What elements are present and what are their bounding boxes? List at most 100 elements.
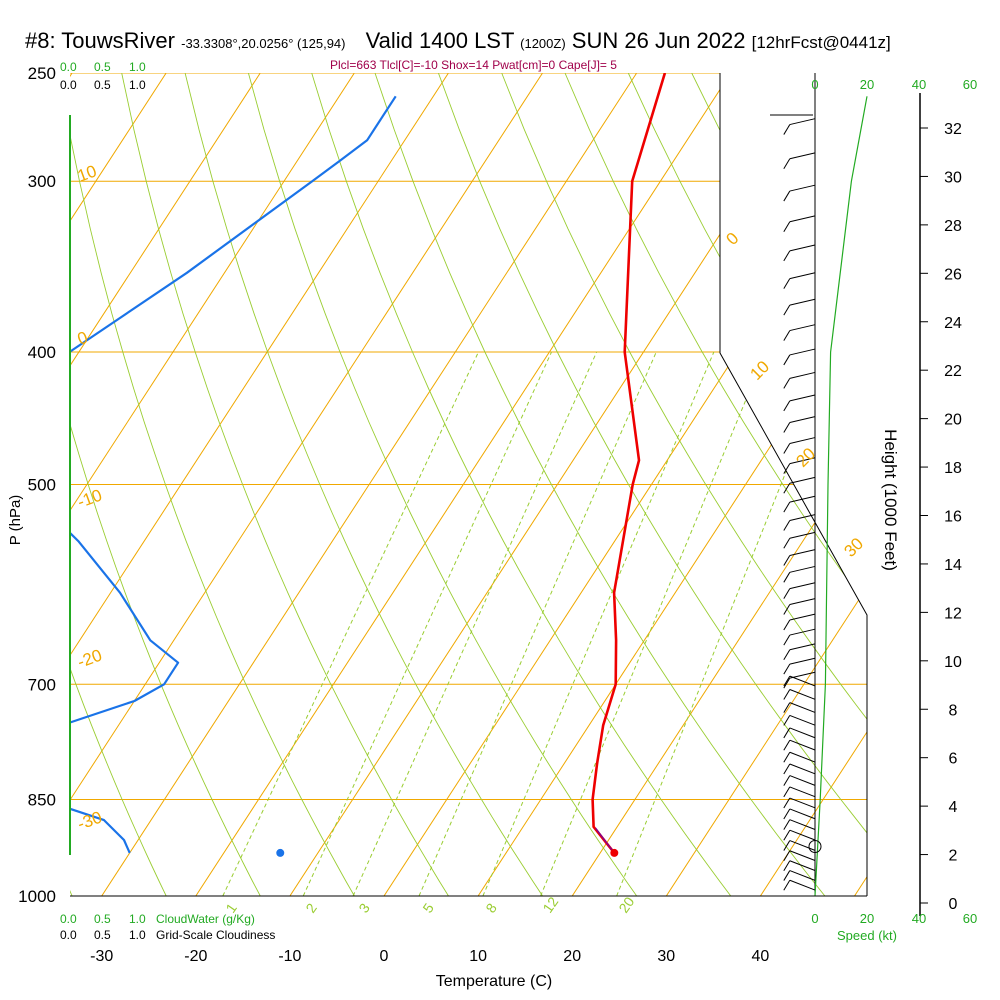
dry-adiabat [184,73,543,896]
wind-barb [783,495,816,513]
wind-barb-shaft [789,671,816,679]
wind-barb-flag [783,860,791,871]
wind-barb-shaft [789,860,816,871]
height-tick-label: 12 [944,605,962,622]
wind-barb-shaft [789,628,816,636]
isotherm-50 [854,875,867,896]
wind-barb-flag [783,763,791,775]
wind-barb [783,870,816,881]
isotherm-40 [759,731,867,896]
wind-barb-flag [783,463,791,474]
height-tick-label: 0 [949,896,958,913]
wind-barb [783,829,816,841]
mixing-ratio-label: 3 [355,900,373,916]
forecast-date: SUN 26 Jun 2022 [571,28,746,53]
speed-tick-bottom: 60 [963,911,977,926]
dry-adiabat [437,73,867,834]
wind-barb-shaft [789,416,816,424]
upper-right-mask [720,73,867,615]
isotherm-30 [665,586,867,896]
dry-adiabat [374,73,826,896]
x-axis-label: Temperature (C) [436,973,552,990]
mixing-ratio-label: 20 [615,894,637,916]
wind-barb [783,751,816,763]
pressure-tick-label: 250 [28,64,56,83]
wind-barb-flag [783,739,791,751]
height-tick-label: 2 [949,848,958,865]
wind-barb-flag [783,422,791,433]
wind-barb-flag [783,727,791,739]
wind-barb [783,598,816,615]
wind-barb-shaft [789,582,816,590]
wind-barb-flag [783,304,791,316]
cloud-scale-bottom: 1.0 [129,912,146,926]
wind-barb-shaft [789,394,816,402]
wind-barb-flag [783,829,791,841]
height-tick-label: 26 [944,266,962,283]
isotherm--30 [101,73,638,896]
wind-barb-shaft [789,437,816,444]
dry-adiabat [945,73,1000,896]
mixing-ratio-line-1 [222,351,479,896]
wind-barb [783,531,816,549]
wind-barb-flag [783,555,791,566]
wind-barb [783,727,816,739]
wind-barb-shaft [789,324,816,332]
wind-barb-shaft [789,565,816,573]
wind-barb-flag [783,158,791,170]
wind-barb [783,118,816,135]
calm-wind-circle [808,839,822,853]
speed-tick-top: 60 [963,77,977,92]
wind-barb-shaft [789,714,816,726]
wind-barb [783,689,816,700]
wind-barb [783,879,816,891]
cloud-scale-bottom: 0.5 [94,912,111,926]
height-tick-label: 24 [944,315,962,332]
wind-barb-flag [783,677,791,689]
chart-title: #8: TouwsRiver -33.3308°,20.0256° (125,9… [25,28,891,54]
isotherm-10 [477,296,867,896]
wind-barb-flag [783,702,791,713]
temperature-tick-label: -30 [90,948,113,965]
wind-barb-flag [783,850,791,861]
series-temperature [591,73,667,854]
wind-barb-flag [783,870,791,881]
temperature-tick-label: 0 [380,948,389,965]
cloudiness-label: Grid-Scale Cloudiness [156,928,275,942]
wind-barb-flag [783,775,791,786]
wind-barb [783,565,816,583]
wind-barb-flag [783,663,791,675]
wind-barb-shaft [789,215,816,223]
wind-barb-flag [783,840,791,851]
wind-barb-shaft [789,751,816,763]
mixing-ratio-label: 12 [539,894,561,916]
speed-tick-bottom: 40 [912,911,926,926]
wind-barb-shaft [789,298,816,306]
wind-barb-flag [783,634,791,646]
pressure-tick-label: 1000 [18,887,56,906]
height-tick-label: 18 [944,460,962,477]
wind-barb-flag [783,604,791,615]
cloudiness-scale-top: 0.0 [60,78,77,92]
wind-barb-flag [783,619,791,631]
wind-barb [783,476,816,494]
wind-barb-shaft [789,870,816,881]
wind-barb [783,797,816,809]
wind-barb [783,819,816,830]
temperature-tick-label: -10 [278,948,301,965]
station-coords: -33.3308°,20.0256° (125,94) [181,36,346,51]
surface-temperature-marker [610,848,619,857]
mixing-ratio-line-12 [540,351,767,896]
isotherm--60 [70,73,355,512]
wind-barb [783,416,816,433]
dry-adiabat [564,73,867,608]
wind-barb [783,514,816,531]
parcel-path [595,827,615,854]
wind-barb-flag [783,250,791,262]
wind-barb [783,324,816,341]
isotherm--70 [70,73,261,367]
wind-barb-flag [783,689,791,700]
wind-barb [783,215,816,232]
